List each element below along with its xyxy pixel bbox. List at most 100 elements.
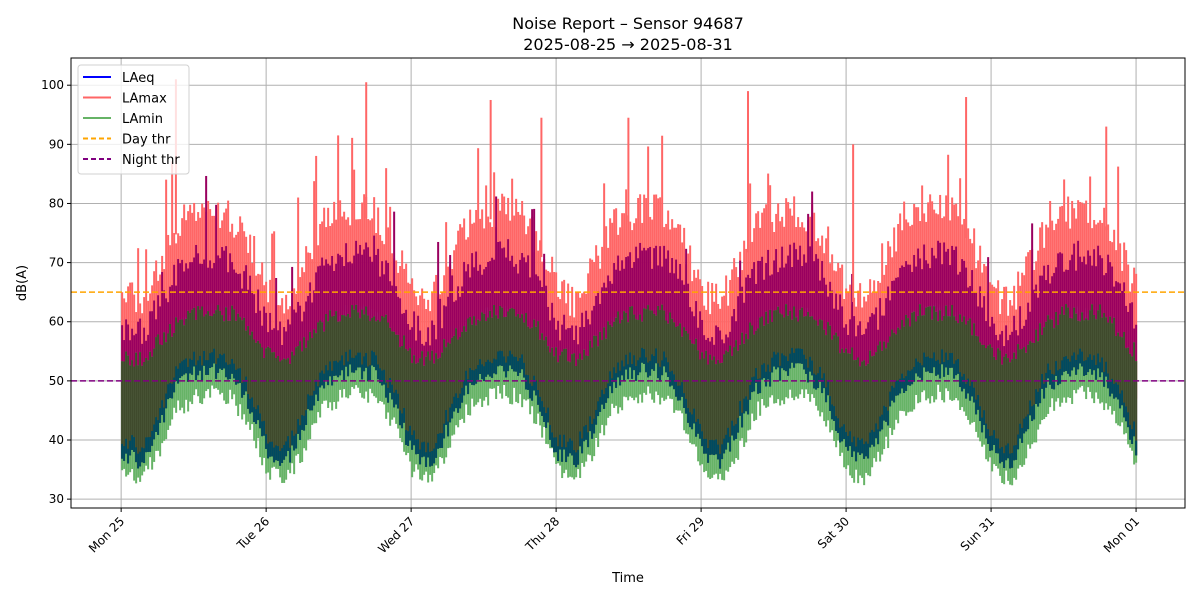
laeq-lamin-overlap-segment (217, 305, 220, 373)
laeq-low-edge-segment (581, 438, 584, 454)
laeq-low-edge-segment (831, 404, 834, 420)
lamax-peak (965, 97, 968, 238)
laeq-low-edge-segment (613, 367, 616, 383)
laeq-lamin-overlap-segment (221, 315, 224, 370)
lamax-segment (1049, 200, 1052, 323)
laeq-low-edge-segment (891, 385, 894, 401)
laeq-lamin-overlap-segment (361, 309, 364, 380)
laeq-low-edge-segment (833, 406, 836, 421)
laeq-lamin-overlap-segment (359, 318, 362, 368)
lamax-segment (155, 260, 158, 378)
lamax-segment (1045, 224, 1048, 328)
laeq-lamin-overlap-segment (333, 315, 336, 376)
laeq-lamin-overlap-segment (125, 351, 128, 454)
laeq-low-edge-segment (811, 360, 814, 376)
lamax-segment (977, 260, 980, 350)
lamax-segment (605, 226, 608, 338)
laeq-low-edge-segment (903, 378, 906, 393)
laeq-lamin-overlap-segment (469, 316, 472, 383)
laeq-lamin-overlap-segment (449, 343, 452, 423)
laeq-lamin-overlap-segment (395, 334, 398, 405)
laeq-low-edge-segment (247, 394, 250, 409)
laeq-low-edge-segment (505, 362, 508, 378)
laeq-low-edge-segment (475, 368, 478, 384)
laeq-lamin-overlap-segment (1045, 321, 1048, 388)
laeq-low-edge-segment (393, 392, 396, 408)
laeq-low-edge-segment (217, 358, 220, 373)
lamax-segment (201, 203, 204, 314)
laeq-lamin-overlap-segment (973, 323, 976, 403)
x-tick-label: Thu 28 (522, 514, 562, 554)
laeq-lamin-overlap-segment (425, 356, 428, 467)
laeq-low-edge-segment (301, 415, 304, 430)
laeq-lamin-overlap-segment (827, 322, 830, 396)
laeq-low-edge-segment (343, 365, 346, 381)
laeq-low-edge-segment (429, 451, 432, 467)
laeq-low-edge-segment (911, 369, 914, 385)
laeq-lamin-overlap-segment (803, 316, 806, 370)
laeq-lamin-overlap-segment (793, 306, 796, 368)
laeq-low-edge-segment (129, 440, 132, 456)
laeq-lamin-overlap-segment (215, 310, 218, 379)
laeq-lamin-overlap-segment (207, 311, 210, 375)
lamax-segment (323, 207, 326, 318)
lamax-segment (445, 222, 448, 386)
laeq-lamin-overlap-segment (369, 321, 372, 380)
laeq-low-edge-segment (1081, 351, 1084, 367)
laeq-low-edge-segment (333, 361, 336, 376)
laeq-low-edge-segment (651, 354, 654, 370)
laeq-lamin-overlap-segment (379, 321, 382, 384)
laeq-low-edge-segment (535, 380, 538, 396)
laeq-lamin-overlap-segment (1055, 312, 1058, 376)
laeq-lamin-overlap-segment (347, 313, 350, 377)
laeq-lamin-overlap-segment (171, 336, 174, 399)
lamax-segment (623, 213, 626, 324)
laeq-lamin-overlap-segment (497, 318, 500, 367)
laeq-lamin-overlap-segment (539, 339, 542, 412)
laeq-lamin-overlap-segment (1123, 331, 1126, 418)
lamax-segment (271, 233, 274, 391)
laeq-segment (523, 257, 526, 378)
laeq-lamin-overlap-segment (881, 350, 884, 430)
laeq-lamin-overlap-segment (717, 359, 720, 460)
laeq-low-edge-segment (497, 351, 500, 367)
laeq-segment (185, 263, 188, 374)
laeq-lamin-overlap-segment (269, 348, 272, 457)
laeq-low-edge-segment (819, 366, 822, 382)
laeq-lamin-overlap-segment (305, 347, 308, 425)
lamax-segment (315, 155, 318, 349)
laeq-low-edge-segment (775, 354, 778, 370)
laeq-lamin-overlap-segment (487, 317, 490, 375)
laeq-lamin-overlap-segment (389, 327, 392, 393)
laeq-lamin-overlap-segment (813, 319, 816, 389)
laeq-low-edge-segment (517, 361, 520, 376)
laeq-lamin-overlap-segment (1013, 352, 1016, 461)
laeq-lamin-overlap-segment (895, 334, 898, 396)
laeq-lamin-overlap-segment (141, 365, 144, 463)
laeq-low-edge-segment (147, 437, 150, 452)
laeq-lamin-overlap-segment (975, 335, 978, 415)
laeq-lamin-overlap-segment (663, 310, 666, 367)
laeq-lamin-overlap-segment (531, 327, 534, 401)
laeq-lamin-overlap-segment (603, 327, 606, 409)
laeq-lamin-overlap-segment (807, 311, 810, 383)
laeq-lamin-overlap-segment (925, 307, 928, 372)
laeq-lamin-overlap-segment (927, 306, 930, 372)
laeq-low-edge-segment (551, 432, 554, 448)
laeq-lamin-overlap-segment (1083, 320, 1086, 376)
laeq-lamin-overlap-segment (979, 342, 982, 422)
laeq-lamin-overlap-segment (121, 361, 124, 459)
laeq-segment (475, 251, 478, 384)
laeq-lamin-overlap-segment (845, 348, 848, 447)
laeq-lamin-overlap-segment (223, 321, 226, 369)
laeq-low-edge-segment (1075, 359, 1078, 375)
laeq-low-edge-segment (1029, 400, 1032, 416)
laeq-low-edge-segment (141, 447, 144, 463)
laeq-low-edge-segment (179, 363, 182, 378)
lamax-segment (337, 135, 340, 311)
laeq-lamin-overlap-segment (701, 352, 704, 447)
lamax-peak (627, 117, 630, 222)
laeq-lamin-overlap-segment (999, 350, 1002, 464)
laeq-low-edge-segment (681, 382, 684, 397)
laeq-low-edge-segment (1011, 452, 1014, 468)
